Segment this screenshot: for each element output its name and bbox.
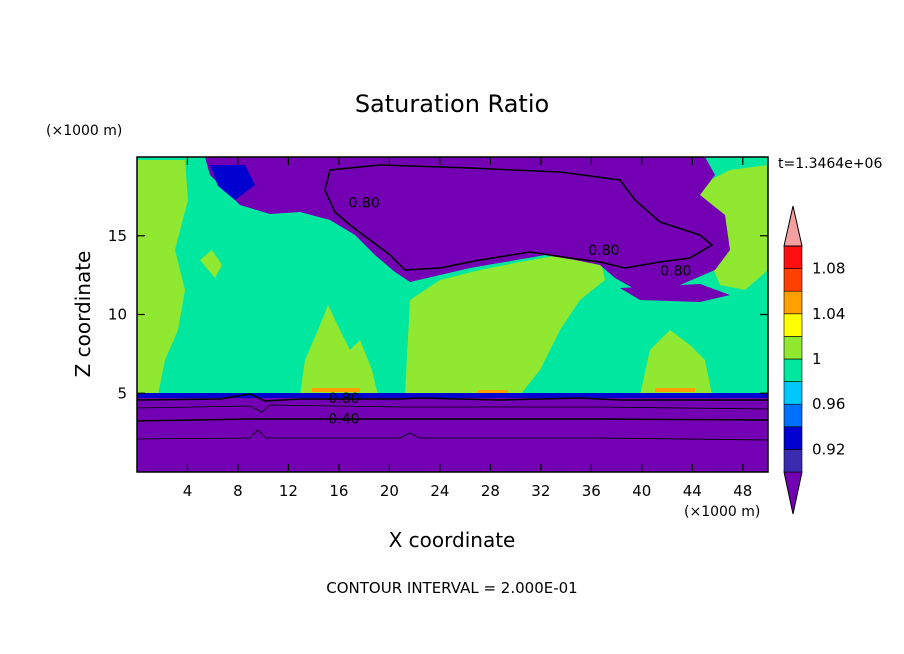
field-region-center [405,255,605,395]
x-tick-label: 32 [531,482,550,500]
contour-label: 0.80 [349,196,380,212]
x-tick-label: 28 [481,482,500,500]
colorbar-tick-label: 0.92 [812,440,845,458]
colorbar-band [783,268,803,292]
contour-line-upper [324,164,714,271]
chart-title: Saturation Ratio [355,90,549,118]
field-hotspot-16 [312,388,360,392]
field-hotspot-44 [655,388,695,392]
x-tick-label: 36 [582,482,601,500]
footer-contour-interval: CONTOUR INTERVAL = 2.000E-01 [326,579,577,597]
field-region-cell-16 [300,305,378,395]
y-tick-label: 15 [108,227,127,245]
colorbar-tick-label: 0.96 [812,395,845,413]
colorbar-band [783,403,803,428]
x-tick-label: 8 [233,482,243,500]
x-tick-label: 16 [329,482,348,500]
colorbar-tick-label: 1 [812,350,822,368]
colorbar-band [783,245,803,269]
colorbar-upper-arrow [783,205,803,247]
y-tick-label: 10 [108,306,127,324]
contour-line-thin-2 [137,429,768,441]
contour-label: 0.40 [328,411,359,427]
x-axis-label: X coordinate [389,528,516,552]
contour-label: 0.80 [660,263,691,279]
x-tick-label: 12 [279,482,298,500]
field-region-upper-dry [205,157,730,292]
field-lower-dry [137,397,768,472]
contour-label: 0.80 [328,391,359,407]
contour-line-0-40 [137,418,768,422]
x-tick-label: 20 [380,482,399,500]
colorbar-band [783,381,803,405]
x-tick-label: 24 [430,482,449,500]
timestamp-label: t=1.3464e+06 [778,156,882,172]
colorbar-band [783,358,803,382]
y-axis-label: Z coordinate [71,251,95,378]
contour-label-group: 0.80 0.80 0.80 0.80 0.40 [328,196,691,428]
contour-line-thin-1 [137,404,768,413]
colorbar-band [783,290,803,315]
colorbar-tick-label: 1.08 [812,260,845,278]
x-tick-label: 4 [183,482,193,500]
field-region-cell-22 [200,250,222,278]
field-region-dry-streak [620,284,730,302]
y-tick-label: 5 [117,384,127,402]
field-region-west [137,160,188,395]
x-unit-label: (×1000 m) [684,504,760,520]
field-hotspot-28 [478,390,508,393]
x-tick-label: 40 [632,482,651,500]
plot-area: 0.80 0.80 0.80 0.80 0.40 [137,157,768,472]
field-region-dry-edge [210,165,255,200]
field-lower-transition [137,393,768,398]
colorbar-lower-arrow [783,471,803,515]
x-axis: 4 8 12 16 20 24 28 32 36 40 44 48 [183,157,752,500]
colorbar: 0.92 0.96 1 1.04 1.08 [783,205,845,515]
x-tick-label: 48 [733,482,752,500]
x-tick-label: 44 [683,482,702,500]
contour-label: 0.80 [588,243,619,259]
y-unit-label: (×1000 m) [46,123,122,139]
y-axis: 5 10 15 [108,227,768,402]
contour-line-0-80-lower [137,393,768,402]
field-region-cell-44 [640,330,712,395]
colorbar-band [783,449,803,473]
colorbar-band [783,336,803,360]
colorbar-band [783,426,803,450]
colorbar-band [783,313,803,337]
colorbar-tick-label: 1.04 [812,305,845,323]
